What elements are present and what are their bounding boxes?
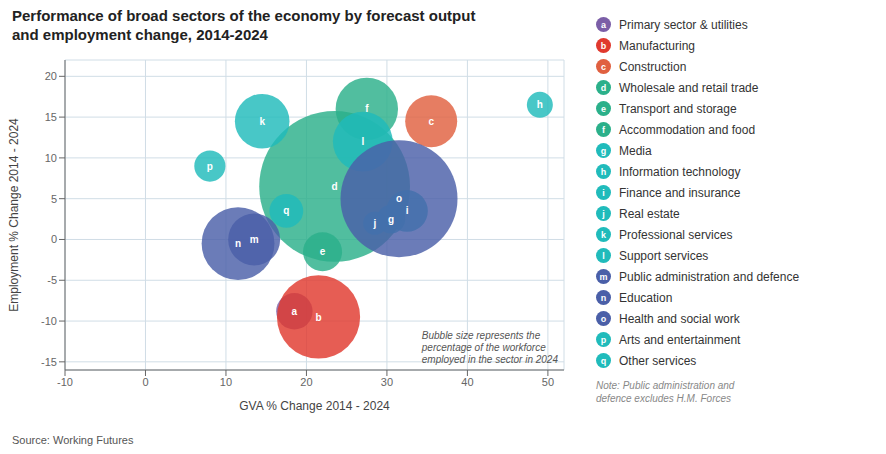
html-text:Manufacturing: Manufacturing	[619, 38, 695, 53]
svg-text:0: 0	[142, 376, 148, 388]
html-text:i: i	[602, 187, 605, 198]
svg-text:-10: -10	[57, 376, 73, 388]
html-text:Arts and entertainment: Arts and entertainment	[619, 332, 741, 347]
html-text:Education: Education	[619, 290, 673, 305]
html-text:Source: Working Futures: Source: Working Futures	[12, 434, 134, 446]
html-text:d: d	[600, 82, 607, 93]
html-text:Finance and insurance: Finance and insurance	[619, 185, 741, 200]
svg-text:Employment % Change 2014 - 202: Employment % Change 2014 - 2024	[8, 118, 21, 312]
html-text:Professional services: Professional services	[619, 227, 733, 242]
svg-text:GVA % Change 2014 - 2024: GVA % Change 2014 - 2024	[239, 399, 390, 413]
html-text:q: q	[600, 355, 607, 366]
html-text:Media: Media	[619, 143, 652, 158]
html-text:Performance of broad sectors o: Performance of broad sectors of the econ…	[12, 7, 476, 43]
svg-text:10: 10	[220, 376, 232, 388]
html-text:Bubble size represents the per: Bubble size represents the percentage of…	[421, 330, 558, 365]
svg-text:10: 10	[45, 152, 57, 164]
svg-text:h: h	[537, 99, 543, 110]
html-text:Note: Public administration an: Note: Public administration and defence …	[596, 380, 735, 404]
svg-text:f: f	[365, 103, 369, 114]
svg-text:a: a	[292, 306, 298, 317]
html-text:Accommodation and food: Accommodation and food	[619, 122, 756, 137]
svg-text:p: p	[207, 161, 213, 172]
html-text:h: h	[600, 166, 607, 177]
html-text:Information technology: Information technology	[619, 164, 741, 179]
html-text:Other services: Other services	[619, 353, 697, 368]
svg-text:q: q	[283, 205, 289, 216]
html-text:p: p	[600, 334, 607, 345]
svg-text:e: e	[320, 246, 326, 257]
svg-text:i: i	[406, 205, 409, 216]
html-text:e: e	[601, 103, 606, 114]
svg-text:0: 0	[51, 233, 57, 245]
svg-text:20: 20	[45, 70, 57, 82]
html-text:Transport and storage: Transport and storage	[619, 101, 737, 116]
svg-text:50: 50	[542, 376, 554, 388]
html-text:Primary sector & utilities: Primary sector & utilities	[619, 17, 748, 32]
html-text:k: k	[601, 229, 606, 240]
html-text:o: o	[600, 313, 607, 324]
html-text:Support services: Support services	[619, 248, 709, 263]
svg-text:m: m	[250, 234, 259, 245]
html-text:l: l	[602, 250, 605, 261]
svg-text:20: 20	[300, 376, 312, 388]
svg-text:30: 30	[381, 376, 393, 388]
html-text:c: c	[601, 61, 606, 72]
html-text:Public administration and defe: Public administration and defence	[619, 269, 800, 284]
svg-text:n: n	[235, 238, 241, 249]
html-text:Construction: Construction	[619, 59, 687, 74]
html-text:m: m	[599, 271, 608, 282]
html-text:Health and social work: Health and social work	[619, 311, 740, 326]
svg-text:5: 5	[51, 193, 57, 205]
svg-text:k: k	[259, 116, 265, 127]
html-text:g: g	[600, 145, 607, 156]
svg-text:j: j	[372, 218, 376, 229]
svg-text:-15: -15	[41, 356, 57, 368]
svg-text:o: o	[396, 193, 402, 204]
html-text:Wholesale and retail trade: Wholesale and retail trade	[619, 80, 759, 95]
html-text:j: j	[602, 208, 605, 219]
html-text:Real estate: Real estate	[619, 206, 680, 221]
svg-text:15: 15	[45, 111, 57, 123]
svg-text:l: l	[361, 136, 364, 147]
svg-text:c: c	[428, 116, 434, 127]
html-text:a: a	[601, 19, 606, 30]
svg-text:d: d	[332, 181, 338, 192]
html-text:n: n	[600, 292, 607, 303]
svg-text:-10: -10	[41, 315, 57, 327]
svg-text:g: g	[388, 214, 394, 225]
svg-text:40: 40	[461, 376, 473, 388]
svg-text:-5: -5	[47, 274, 57, 286]
html-text:f: f	[602, 124, 605, 135]
svg-text:b: b	[315, 312, 321, 323]
html-text:b: b	[600, 40, 607, 51]
